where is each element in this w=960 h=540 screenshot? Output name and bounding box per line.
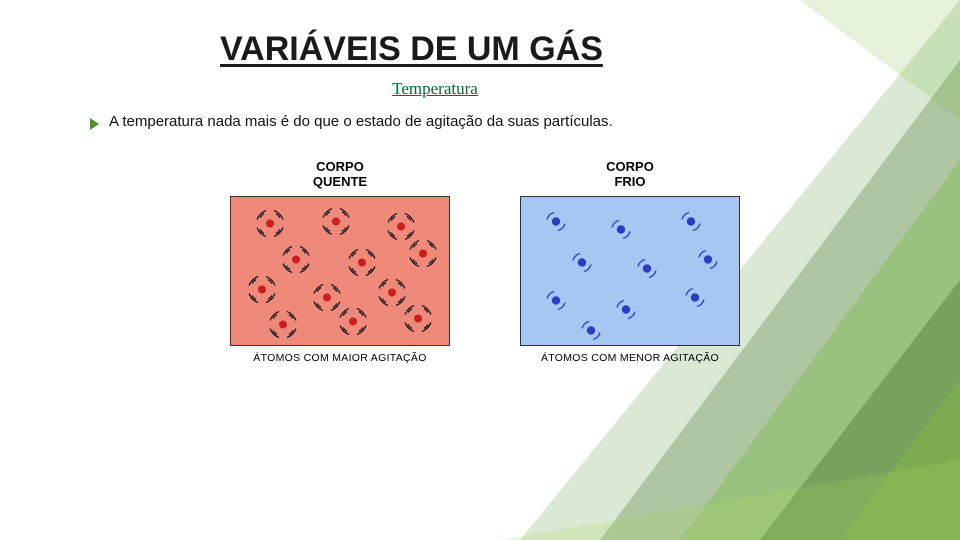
particle [541,206,571,241]
panel-hot-title: CORPO QUENTE [313,160,367,190]
particle [676,206,706,241]
panel-cold: CORPO FRIO [515,160,745,364]
particle [680,283,710,318]
particle [567,247,597,282]
particle [693,244,723,279]
particle [346,246,378,283]
particle [402,303,434,340]
page-title: VARIÁVEIS DE UM GÁS [220,30,880,69]
panel-hot-title-l1: CORPO [316,159,364,174]
bullet-row: A temperatura nada mais é do que o estad… [90,113,880,130]
panel-hot: CORPO QUENTE [225,160,455,364]
particle [337,306,369,343]
panel-hot-caption: ÁTOMOS COM MAIOR AGITAÇÃO [253,352,426,364]
particle [606,215,636,250]
panel-cold-box [520,196,740,346]
particle [320,205,352,242]
particle [541,286,571,321]
particle [280,243,312,280]
particle [632,253,662,288]
bullet-text: A temperatura nada mais é do que o estad… [109,113,613,130]
chevron-right-icon [90,118,99,130]
particle [576,316,606,351]
particle [407,238,439,275]
panel-hot-box [230,196,450,346]
panel-cold-title: CORPO FRIO [606,160,654,190]
panel-cold-caption: ÁTOMOS COM MENOR AGITAÇÃO [541,352,719,364]
particle [254,208,286,245]
particle [611,295,641,330]
particle [246,273,278,310]
panel-hot-title-l2: QUENTE [313,174,367,189]
panel-cold-title-l1: CORPO [606,159,654,174]
subtitle: Temperatura [220,79,650,99]
panel-cold-title-l2: FRIO [614,174,645,189]
temperature-figure: CORPO QUENTE [90,160,880,364]
particle [267,309,299,346]
